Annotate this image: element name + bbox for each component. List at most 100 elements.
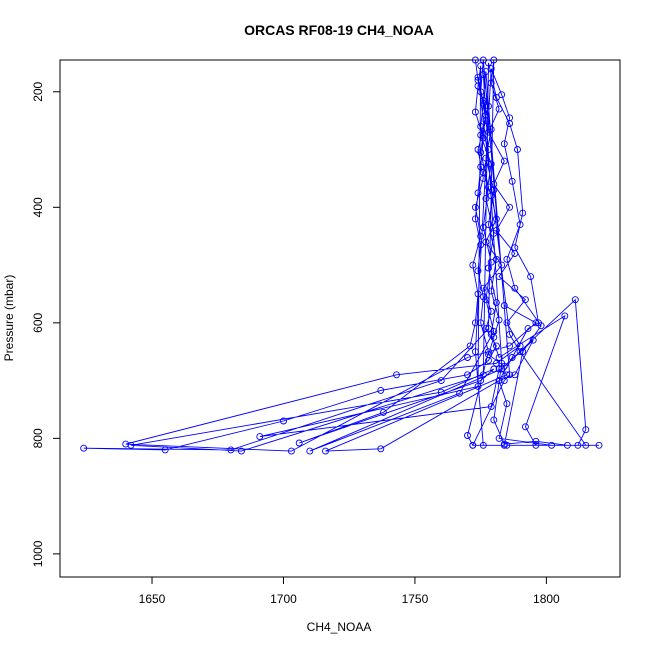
- y-tick-label: 400: [31, 197, 45, 217]
- data-point: [495, 365, 503, 373]
- data-point: [477, 163, 485, 171]
- data-point: [161, 446, 169, 454]
- data-point: [503, 319, 511, 327]
- data-point: [574, 441, 582, 449]
- data-point: [485, 325, 492, 333]
- data-point: [482, 238, 490, 246]
- data-point: [485, 351, 492, 359]
- data-point: [500, 302, 508, 309]
- data-point: [487, 160, 495, 168]
- data-point: [511, 244, 519, 252]
- data-point: [482, 325, 490, 333]
- data-point: [563, 441, 571, 449]
- data-point: [492, 215, 500, 223]
- data-point: [490, 365, 498, 373]
- data-point: [508, 354, 516, 361]
- data-point: [521, 423, 529, 431]
- data-point: [487, 287, 495, 295]
- data-point: [532, 437, 540, 445]
- data-layer: [80, 56, 603, 455]
- data-point: [485, 183, 492, 191]
- data-point: [474, 82, 482, 90]
- data-point: [477, 131, 485, 139]
- x-axis-label: CH4_NOAA: [307, 620, 372, 634]
- data-point: [379, 408, 387, 416]
- data-point: [487, 403, 495, 411]
- data-point: [506, 114, 514, 122]
- data-point: [469, 261, 477, 269]
- data-point: [537, 322, 545, 330]
- chart-title: ORCAS RF08-19 CH4_NOAA: [244, 22, 434, 38]
- data-point: [500, 140, 508, 148]
- y-tick-label: 1000: [31, 540, 45, 567]
- data-point: [511, 371, 519, 379]
- data-point: [500, 157, 508, 165]
- data-point: [482, 296, 490, 304]
- data-point: [471, 348, 479, 356]
- data-point: [495, 316, 503, 324]
- data-point: [474, 267, 482, 275]
- x-tick-label: 1800: [533, 592, 560, 606]
- data-point: [477, 241, 485, 249]
- data-point: [490, 328, 498, 335]
- data-point: [521, 296, 529, 304]
- data-point: [490, 56, 498, 64]
- data-point: [492, 299, 500, 307]
- data-point: [498, 365, 506, 373]
- data-point: [479, 224, 487, 231]
- data-point: [548, 441, 556, 449]
- data-point: [492, 342, 500, 350]
- data-point: [122, 440, 130, 448]
- data-point: [479, 70, 487, 78]
- data-point: [437, 377, 445, 385]
- data-point: [485, 221, 492, 229]
- data-point: [492, 255, 500, 263]
- data-point: [237, 447, 245, 455]
- data-point: [127, 441, 135, 449]
- data-point: [571, 296, 579, 304]
- data-point: [479, 371, 487, 379]
- data-point: [471, 56, 479, 64]
- data-point: [295, 439, 303, 447]
- y-axis: 200 400 600 800 1000: [31, 81, 60, 567]
- x-axis: 1650 1700 1750 1800: [139, 577, 560, 606]
- data-point: [479, 56, 487, 64]
- data-point: [477, 122, 485, 130]
- data-point: [508, 177, 516, 185]
- x-tick-label: 1700: [270, 592, 297, 606]
- data-point: [524, 325, 532, 333]
- data-point: [495, 354, 503, 361]
- data-point: [595, 441, 603, 449]
- y-axis-label: Pressure (mbar): [2, 275, 16, 362]
- data-point: [503, 255, 511, 263]
- data-point: [532, 441, 540, 449]
- data-point: [477, 148, 485, 156]
- data-point: [487, 65, 495, 73]
- data-point: [482, 111, 490, 119]
- data-point: [487, 125, 495, 133]
- data-point: [503, 400, 511, 408]
- data-point: [464, 371, 471, 379]
- data-point: [490, 416, 498, 424]
- data-point: [487, 192, 495, 200]
- data-point: [471, 215, 479, 223]
- data-point: [287, 447, 295, 455]
- x-tick-label: 1650: [139, 592, 166, 606]
- data-point: [466, 342, 474, 350]
- data-point: [482, 154, 490, 162]
- data-point: [393, 371, 400, 379]
- data-point: [477, 62, 485, 70]
- y-tick-label: 600: [31, 313, 45, 333]
- data-point: [516, 221, 524, 229]
- data-point: [561, 312, 569, 320]
- data-point: [506, 203, 514, 211]
- data-point: [495, 273, 503, 281]
- data-point: [479, 99, 487, 107]
- data-point: [479, 96, 487, 104]
- y-tick-label: 200: [31, 81, 45, 101]
- data-point: [487, 258, 495, 266]
- data-point: [519, 348, 527, 356]
- data-point: [306, 447, 314, 455]
